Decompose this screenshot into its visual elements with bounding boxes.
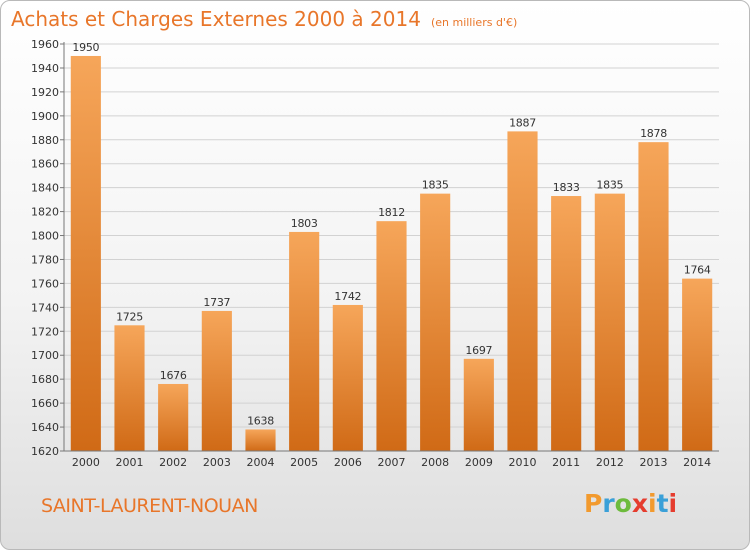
bar [594,193,625,451]
chart-title: Achats et Charges Externes 2000 à 2014 (e… [11,7,517,31]
y-tick-label: 1900 [31,110,59,123]
x-tick-label: 2006 [334,456,362,469]
x-tick-label: 2014 [683,456,711,469]
x-tick-label: 2008 [421,456,449,469]
y-tick-label: 1920 [31,86,59,99]
data-label: 1878 [640,127,667,140]
logo-letter: i [648,489,657,518]
data-label: 1676 [160,369,187,382]
y-tick-label: 1800 [31,230,59,243]
y-tick-label: 1960 [31,38,59,51]
y-tick-label: 1940 [31,62,59,75]
x-tick-label: 2011 [552,456,580,469]
data-label: 1887 [509,116,536,129]
y-tick-label: 1820 [31,206,59,219]
logo-letter: x [631,489,648,518]
logo-letter: o [614,489,632,518]
logo-letter: r [602,489,615,518]
bar [114,325,145,451]
bar [551,196,582,451]
logo-letter: P [584,489,603,518]
x-tick-label: 2013 [640,456,668,469]
x-tick-label: 2007 [378,456,406,469]
bar [682,278,713,451]
data-label: 1638 [247,414,274,427]
y-tick-label: 1880 [31,134,59,147]
x-tick-label: 2003 [203,456,231,469]
y-tick-label: 1620 [31,445,59,458]
y-tick-label: 1740 [31,301,59,314]
city-name: SAINT-LAURENT-NOUAN [41,495,258,517]
bar [507,131,538,451]
x-tick-label: 2012 [596,456,624,469]
y-tick-label: 1700 [31,349,59,362]
chart-subtitle: (en milliers d'€) [430,16,518,29]
y-tick-label: 1780 [31,253,59,266]
data-label: 1803 [291,217,318,230]
x-tick-label: 2005 [290,456,318,469]
y-tick-label: 1760 [31,277,59,290]
axes [63,42,719,452]
data-label: 1812 [378,206,405,219]
bar [332,304,363,451]
data-label: 1764 [684,264,711,277]
data-label: 1835 [596,179,623,192]
x-tick-label: 2001 [116,456,144,469]
y-tick-label: 1720 [31,325,59,338]
proxiti-logo: Proxiti [584,489,677,518]
x-tick-label: 2002 [159,456,187,469]
y-axis-ticks: 1620 1640 1660 1680 1700 1720 1740 1760 1780 1800… [31,38,64,458]
logo-letter: i [668,489,678,518]
bar [376,221,407,451]
data-label: 1835 [422,179,449,192]
data-label: 1737 [203,296,230,309]
data-labels: 1950 1725 1676 1737 1638 1803 1742 1812 1835 1697… [72,41,711,427]
y-tick-label: 1640 [31,421,59,434]
data-label: 1725 [116,310,143,323]
y-tick-label: 1840 [31,182,59,195]
y-tick-label: 1680 [31,373,59,386]
x-axis-ticks: 2000 2001 2002 2003 2004 2005 2006 2007 2008 2009… [72,456,711,469]
y-tick-label: 1860 [31,158,59,171]
data-label: 1833 [553,181,580,194]
data-label: 1950 [72,41,99,54]
x-tick-label: 2000 [72,456,100,469]
bar [201,310,232,451]
bar [70,55,101,452]
x-tick-label: 2009 [465,456,493,469]
data-label: 1697 [465,344,492,357]
chart-title-text: Achats et Charges Externes 2000 à 2014 [11,7,421,31]
logo-letter: t [656,489,669,518]
data-label: 1742 [334,290,361,303]
bars [70,55,713,452]
bar [158,383,189,451]
bar [420,193,451,451]
x-tick-label: 2004 [247,456,275,469]
y-tick-label: 1660 [31,397,59,410]
bar [289,231,320,451]
bar [638,142,669,452]
bar [245,429,276,451]
bar [463,358,494,451]
x-tick-label: 2010 [509,456,537,469]
